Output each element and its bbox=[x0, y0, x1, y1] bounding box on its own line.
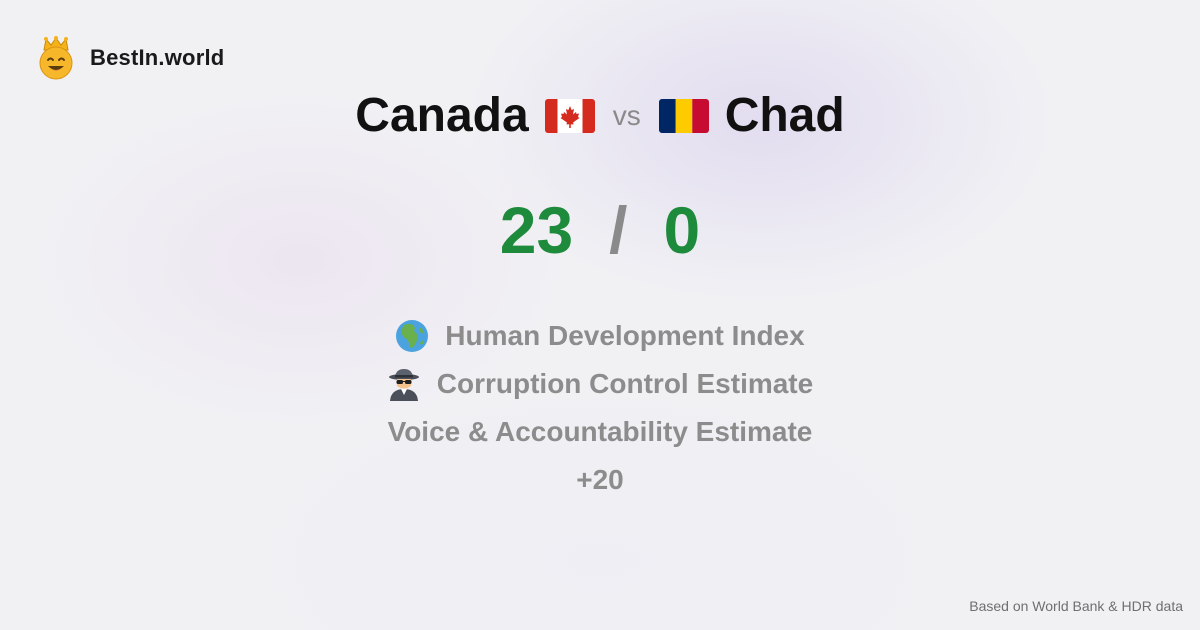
brand-header[interactable]: BestIn.world bbox=[38, 36, 224, 80]
score-separator: / bbox=[609, 193, 628, 267]
brand-name: BestIn.world bbox=[90, 45, 225, 70]
crowned-smiley-icon bbox=[39, 36, 73, 80]
metric-item: Human Development Index bbox=[395, 312, 805, 360]
vs-label: vs bbox=[612, 99, 641, 131]
comparison-title: Canada vs Chad bbox=[0, 88, 1200, 143]
metric-label: Voice & Accountability Estimate bbox=[387, 416, 813, 447]
right-score: 0 bbox=[663, 193, 701, 267]
metric-item: Corruption Control Estimate bbox=[387, 360, 813, 408]
metrics-list: Human Development Index Corruption Contr… bbox=[0, 312, 1200, 504]
score-display: 23 / 0 bbox=[0, 192, 1200, 268]
data-source-note: Based on World Bank & HDR data bbox=[969, 598, 1183, 614]
left-score: 23 bbox=[499, 193, 574, 267]
chad-flag-icon bbox=[658, 98, 709, 133]
metric-label: +20 bbox=[576, 464, 624, 495]
detective-icon bbox=[388, 369, 419, 401]
more-metrics-count: +20 bbox=[576, 456, 624, 504]
canada-flag-icon bbox=[544, 98, 595, 133]
metric-label: Corruption Control Estimate bbox=[436, 368, 814, 399]
globe-africa-icon bbox=[396, 320, 429, 352]
metric-item: Voice & Accountability Estimate bbox=[388, 408, 813, 456]
right-country-name: Chad bbox=[724, 89, 845, 142]
metric-label: Human Development Index bbox=[445, 320, 805, 351]
left-country-name: Canada bbox=[355, 89, 529, 142]
